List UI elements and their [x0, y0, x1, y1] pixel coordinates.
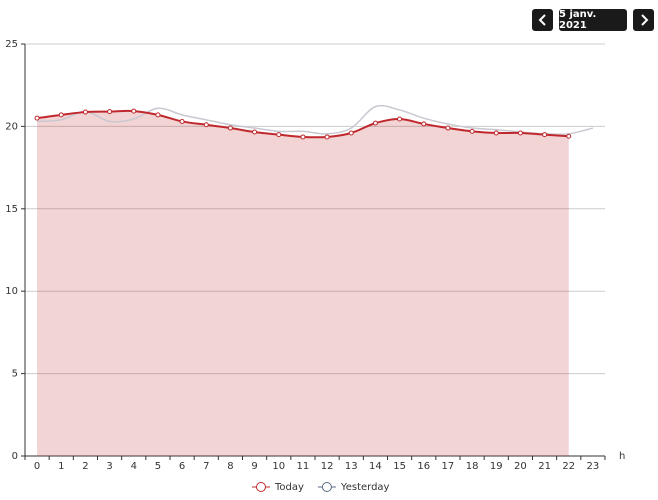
legend-item[interactable]: Yesterday: [317, 482, 390, 493]
y-tick-label: 25: [5, 39, 18, 50]
legend-item[interactable]: Today: [252, 482, 304, 493]
point: [34, 115, 40, 121]
next-button[interactable]: [633, 9, 654, 31]
x-tick-label: 4: [131, 461, 137, 472]
x-tick-label: 2: [82, 461, 88, 472]
x-tick-label: 19: [490, 461, 503, 472]
point: [372, 120, 378, 126]
point: [276, 132, 282, 138]
legend-marker: [321, 482, 332, 492]
prev-icon: [538, 14, 546, 26]
x-tick-label: 22: [562, 461, 575, 472]
point: [493, 130, 499, 136]
legend-label: Yesterday: [340, 482, 390, 493]
x-tick-label: 21: [538, 461, 551, 472]
y-tick-label: 15: [5, 204, 18, 215]
prev-button[interactable]: [532, 9, 553, 31]
x-tick-label: 10: [272, 461, 285, 472]
point: [203, 122, 209, 128]
series-line: [36, 109, 569, 139]
point: [397, 116, 403, 122]
next-icon: [640, 14, 648, 26]
x-axis-label: h: [619, 451, 625, 462]
x-tick-label: 20: [514, 461, 527, 472]
point: [131, 108, 137, 114]
x-tick-label: 13: [345, 461, 358, 472]
x-tick-label: 9: [251, 461, 257, 472]
x-tick-label: 11: [297, 461, 310, 472]
x-tick-label: 8: [227, 461, 233, 472]
y-tick-label: 5: [12, 369, 18, 380]
point: [82, 109, 88, 115]
y-tick-label: 0: [12, 451, 18, 462]
x-tick-label: 23: [587, 461, 600, 472]
point: [517, 130, 523, 136]
x-tick-label: 5: [155, 461, 161, 472]
legend-label: Today: [274, 482, 304, 493]
date-button[interactable]: 5 janv. 2021: [559, 9, 627, 31]
point: [227, 125, 233, 131]
x-tick-label: 18: [466, 461, 479, 472]
point: [348, 130, 354, 136]
point: [542, 132, 548, 138]
point: [300, 134, 306, 140]
point: [107, 109, 113, 115]
point: [252, 129, 258, 135]
x-tick-label: 12: [321, 461, 334, 472]
x-tick-label: 16: [417, 461, 430, 472]
point: [421, 121, 427, 127]
point: [179, 118, 185, 124]
area: [37, 110, 569, 456]
point: [566, 133, 572, 139]
x-tick-label: 17: [442, 461, 455, 472]
x-tick-label: 14: [369, 461, 382, 472]
x-tick-label: 0: [34, 461, 40, 472]
y-tick-label: 10: [5, 286, 18, 297]
legend-marker: [256, 482, 266, 492]
point: [445, 125, 451, 131]
x-tick-label: 7: [203, 461, 209, 472]
y-tick-label: 20: [5, 121, 18, 132]
x-tick-label: 6: [179, 461, 185, 472]
point: [155, 112, 161, 118]
x-tick-label: 15: [393, 461, 406, 472]
x-tick-label: 3: [106, 461, 112, 472]
point: [58, 112, 64, 118]
series-line: [37, 104, 594, 136]
point: [469, 128, 475, 134]
point: [324, 134, 330, 140]
x-tick-label: 1: [58, 461, 64, 472]
